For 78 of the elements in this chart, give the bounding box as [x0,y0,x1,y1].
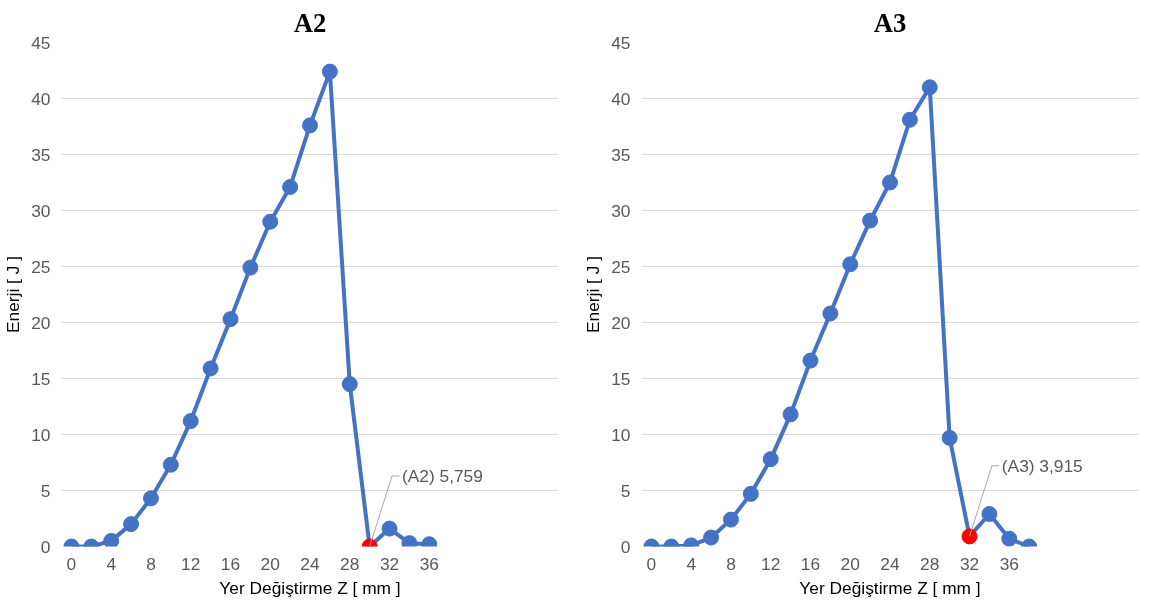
x-tick-label: 36 [419,553,439,574]
y-axis-title: Enerji [ J ] [3,255,24,334]
point [202,360,219,377]
annotation: (A3) 3,915 [1001,455,1083,476]
x-tick-label: 8 [726,553,736,574]
x-tick-label: 32 [959,553,980,574]
point [762,451,779,468]
x-tick-label: 32 [379,553,400,574]
point [381,520,398,537]
point [142,490,159,507]
x-tick-label: 36 [999,553,1019,574]
point [802,352,819,369]
y-tick-label: 20 [611,312,631,333]
x-tick-label: 28 [340,553,360,574]
point [941,429,958,446]
y-tick-label: 40 [31,88,51,109]
y-tick-label: 0 [40,536,51,557]
x-tick-label: 16 [220,553,241,574]
point [981,506,998,523]
chart-title: A2 [293,7,327,38]
x-tick-label: 0 [646,553,657,574]
x-tick-label: 20 [840,553,860,574]
point [321,63,338,80]
point [123,516,140,533]
point [822,305,839,322]
point [1001,530,1018,547]
x-tick-label: 24 [880,553,900,574]
point [262,213,279,230]
point [882,174,898,191]
y-tick-label: 35 [31,144,51,165]
x-tick-label: 4 [106,553,117,574]
y-tick-label: 0 [620,536,631,557]
x-tick-label: 0 [66,553,77,574]
point [703,529,720,546]
point [182,413,199,430]
y-tick-label: 5 [620,480,631,501]
point [742,485,759,502]
x-tick-label: 16 [800,553,821,574]
x-tick-label: 8 [146,553,156,574]
x-tick-label: 12 [761,553,781,574]
y-axis-title: Enerji [ J ] [583,255,604,334]
y-tick-label: 10 [31,424,51,445]
point [162,456,179,473]
point [782,406,799,423]
y-tick-label: 25 [611,256,631,277]
point [103,532,120,547]
y-tick-label: 40 [611,88,631,109]
x-axis-title: Yer Değiştirme Z [ mm ] [799,577,981,598]
y-tick-label: 25 [31,256,51,277]
point [722,511,739,528]
point [842,256,859,273]
point [921,79,938,96]
y-tick-label: 15 [611,368,631,389]
point [862,212,879,229]
y-tick-label: 20 [31,312,51,333]
y-tick-label: 35 [611,144,631,165]
x-tick-label: 4 [686,553,697,574]
y-tick-label: 45 [31,32,51,53]
x-axis-title: Yer Değiştirme Z [ mm ] [219,577,401,598]
y-tick-label: 10 [611,424,631,445]
point [901,111,918,128]
x-tick-label: 28 [920,553,940,574]
point [222,311,239,328]
y-tick-label: 45 [611,32,631,53]
point [341,376,358,393]
x-tick-label: 20 [260,553,280,574]
point [302,117,318,134]
y-tick-label: 15 [31,368,51,389]
point [242,259,259,276]
y-tick-label: 5 [40,480,51,501]
annotation: (A2) 5,759 [401,465,483,486]
y-tick-label: 30 [31,200,51,221]
x-tick-label: 12 [181,553,201,574]
point [961,528,978,545]
x-tick-label: 24 [300,553,320,574]
chart-title: A3 [873,7,907,38]
point [282,178,299,195]
y-tick-label: 30 [611,200,631,221]
